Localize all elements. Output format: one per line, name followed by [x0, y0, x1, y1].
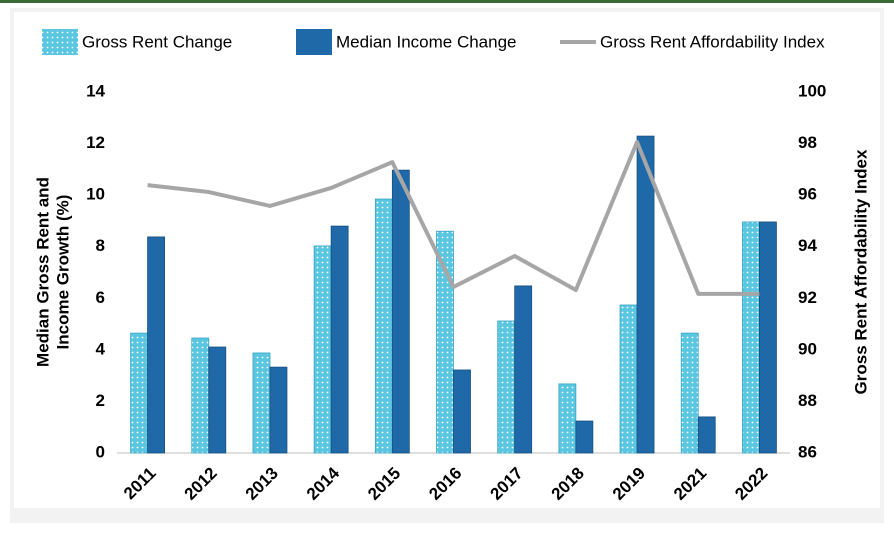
bar	[575, 420, 594, 454]
y-axis-title-line: Median Gross Rent and	[33, 177, 52, 367]
y2-tick-label: 98	[798, 133, 817, 152]
y2-tick-label: 100	[798, 81, 826, 100]
y-tick-label: 14	[86, 81, 105, 100]
y2-tick-label: 96	[798, 185, 817, 204]
y-tick-label: 8	[96, 236, 105, 255]
bar	[330, 225, 349, 454]
y-tick-label: 6	[96, 288, 105, 307]
y2-tick-label: 90	[798, 339, 817, 358]
bar	[514, 285, 533, 454]
bar	[453, 369, 471, 454]
bar	[680, 332, 699, 454]
y-tick-label: 4	[96, 339, 106, 358]
y-tick-label: 0	[96, 442, 105, 461]
y2-tick-label: 94	[798, 236, 817, 255]
bar	[759, 221, 777, 454]
bar	[697, 416, 716, 454]
bar	[208, 346, 227, 454]
y2-tick-label: 86	[798, 442, 817, 461]
y-axis-title: Median Gross Rent and Income Growth (%)	[33, 177, 72, 367]
bar	[252, 352, 271, 454]
line	[147, 140, 760, 296]
y-axis-title-line: Income Growth (%)	[53, 195, 72, 350]
y-tick-label: 2	[96, 391, 105, 410]
legend-swatch	[296, 29, 332, 55]
bar	[436, 230, 454, 454]
bar	[742, 221, 760, 454]
legend-label: Median Income Change	[336, 32, 517, 51]
y-tick-label: 10	[86, 185, 105, 204]
y2-tick-label: 92	[798, 288, 817, 307]
legend-swatch	[42, 29, 78, 55]
y2-tick-label: 88	[798, 391, 817, 410]
bar	[558, 383, 577, 454]
bar	[374, 198, 393, 454]
y-tick-label: 12	[86, 133, 105, 152]
bar	[497, 320, 516, 454]
bar	[269, 366, 288, 454]
bar	[147, 236, 165, 454]
bar	[191, 337, 210, 454]
legend-label: Gross Rent Affordability Index	[600, 32, 825, 51]
bar	[391, 169, 410, 454]
top-border	[0, 0, 894, 3]
bar	[636, 135, 655, 454]
bar	[130, 332, 148, 454]
y2-axis-title: Gross Rent Affordability Index	[851, 149, 870, 395]
legend-label: Gross Rent Change	[82, 32, 232, 51]
bar	[313, 245, 332, 454]
bar	[619, 304, 638, 454]
